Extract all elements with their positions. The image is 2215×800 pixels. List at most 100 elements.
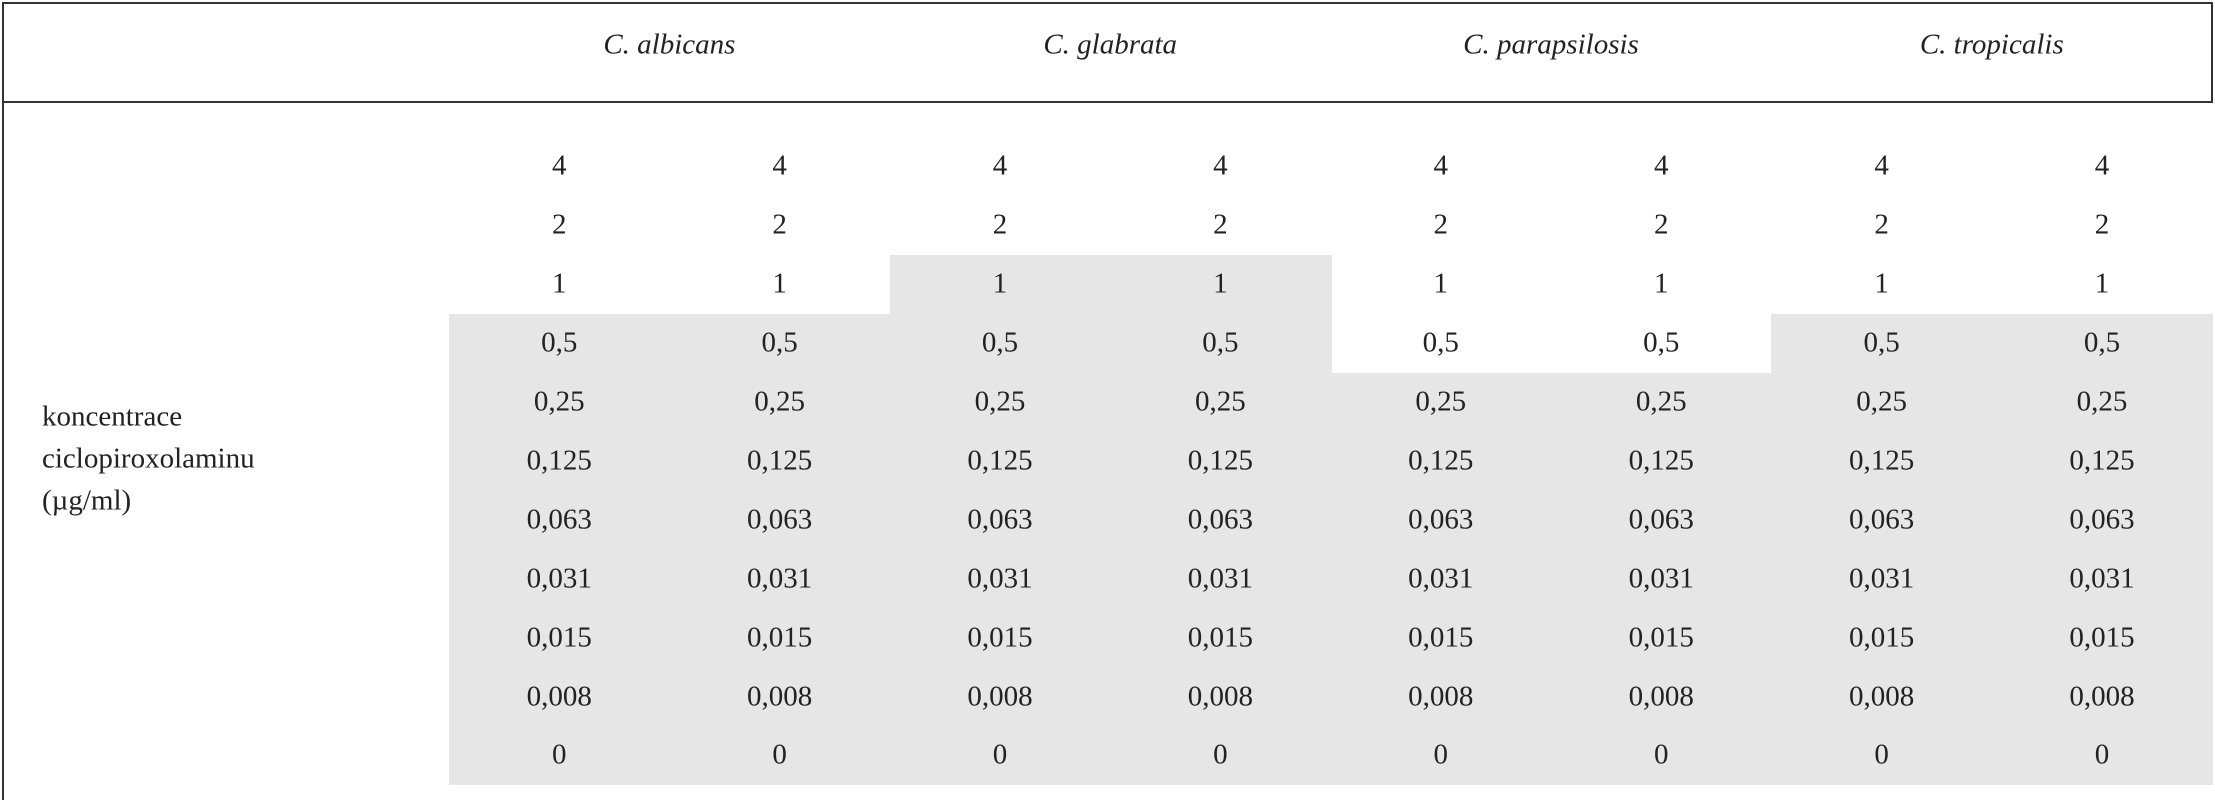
- cell: 0: [1653, 738, 1669, 771]
- cell: 0,015: [2069, 621, 2135, 654]
- cell: 0,015: [746, 621, 813, 654]
- cell: 0,031: [1628, 562, 1694, 595]
- cell: 0,5: [1422, 326, 1459, 359]
- cell: 1: [992, 267, 1008, 300]
- cell: 1: [772, 267, 787, 300]
- cell: 0,008: [1628, 680, 1694, 713]
- left-border: [2, 2, 4, 800]
- cell: 0,25: [974, 385, 1026, 418]
- shaded-region: [1771, 313, 1993, 785]
- cell: 2: [1874, 208, 1889, 241]
- cell: 0,125: [1187, 444, 1254, 477]
- cell: 0,25: [1415, 385, 1467, 418]
- cell: 1: [1653, 267, 1669, 300]
- row-label: (µg/ml): [42, 484, 132, 517]
- shaded-region: [669, 313, 891, 785]
- cell: 0,5: [981, 326, 1019, 359]
- cell: 0,031: [1408, 562, 1474, 595]
- cell: 0,008: [967, 680, 1033, 713]
- cell: 1: [551, 267, 567, 300]
- cell: 0,5: [761, 326, 798, 359]
- cell: 0: [1874, 738, 1889, 771]
- cell: 0,031: [2069, 562, 2135, 595]
- shaded-region: [449, 313, 671, 785]
- cell: 0,008: [1408, 680, 1474, 713]
- right-border: [2211, 2, 2213, 103]
- cell: 0,063: [1848, 503, 1915, 536]
- cell: 4: [1653, 149, 1669, 182]
- cell: 4: [1213, 149, 1228, 182]
- cell: 0,25: [2076, 385, 2128, 418]
- cell: 0,015: [967, 621, 1033, 654]
- cell: 0,25: [1856, 385, 1907, 418]
- cell: 0,063: [1408, 503, 1474, 536]
- column-header: C. parapsilosis: [1463, 28, 1639, 61]
- cell: 0,063: [1187, 503, 1254, 536]
- cell: 2: [1653, 208, 1669, 241]
- cell: 2: [992, 208, 1008, 241]
- cell: 0,063: [967, 503, 1033, 536]
- shaded-region: [889, 254, 1112, 785]
- cell: 0,063: [1628, 503, 1694, 536]
- cell: 0,015: [1187, 621, 1254, 654]
- cell: 0,5: [1202, 326, 1239, 359]
- cell: 0,25: [1195, 385, 1246, 418]
- cell: 0,5: [1643, 326, 1680, 359]
- cell: 0,015: [1408, 621, 1474, 654]
- cell: 0,008: [746, 680, 813, 713]
- cell: 4: [1874, 149, 1889, 182]
- cell: 0,5: [1863, 326, 1900, 359]
- cell: 0,008: [2069, 680, 2135, 713]
- column-header: C. albicans: [603, 28, 736, 61]
- cell: 0,125: [1628, 444, 1694, 477]
- cell: 0,5: [2083, 326, 2121, 359]
- shaded-region: [1110, 254, 1332, 785]
- header-divider: [2, 101, 2213, 103]
- cell: 2: [551, 208, 567, 241]
- cell: 0,015: [1628, 621, 1694, 654]
- cell: 2: [1213, 208, 1228, 241]
- shaded-region: [1330, 372, 1552, 785]
- shaded-region: [1991, 313, 2214, 785]
- cell: 0: [772, 738, 787, 771]
- column-header: C. tropicalis: [1919, 28, 2064, 61]
- cell: 0,125: [967, 444, 1033, 477]
- cell: 1: [2094, 267, 2110, 300]
- cell: 1: [1433, 267, 1449, 300]
- cell: 4: [1433, 149, 1449, 182]
- cell: 0,125: [746, 444, 813, 477]
- cell: 1: [1213, 267, 1228, 300]
- column-header: C. glabrata: [1043, 28, 1178, 61]
- cell: 0,031: [746, 562, 813, 595]
- cell: 0,5: [541, 326, 578, 359]
- cell: 2: [772, 208, 787, 241]
- cell: 0,031: [1848, 562, 1915, 595]
- shaded-region: [1551, 372, 1773, 785]
- cell: 0,031: [1187, 562, 1254, 595]
- cell: 0: [2094, 738, 2110, 771]
- cell: 0,125: [1848, 444, 1915, 477]
- cell: 0,125: [2069, 444, 2135, 477]
- cell: 0,063: [526, 503, 592, 536]
- cell: 4: [992, 149, 1008, 182]
- row-label: koncentrace: [42, 400, 183, 433]
- cell: 0,015: [1848, 621, 1915, 654]
- cell: 0: [992, 738, 1008, 771]
- row-label: ciclopiroxolaminu: [42, 442, 255, 475]
- cell: 0: [1213, 738, 1228, 771]
- cell: 0,008: [1848, 680, 1915, 713]
- cell: 4: [2094, 149, 2110, 182]
- cell: 0,25: [533, 385, 585, 418]
- cell: 0,015: [526, 621, 592, 654]
- cell: 0,008: [526, 680, 592, 713]
- cell: 0,125: [1408, 444, 1474, 477]
- cell: 1: [1874, 267, 1889, 300]
- cell: 0: [1433, 738, 1449, 771]
- cell: 0,25: [1635, 385, 1687, 418]
- cell: 0,031: [967, 562, 1033, 595]
- cell: 0: [551, 738, 567, 771]
- cell: 4: [772, 149, 787, 182]
- cell: 0,031: [526, 562, 592, 595]
- cell: 4: [551, 149, 567, 182]
